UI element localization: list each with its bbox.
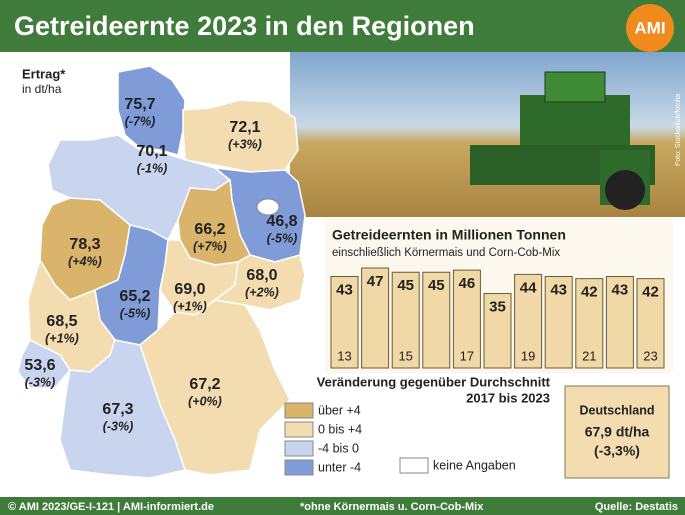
- legend-swatch: [285, 403, 313, 418]
- legend-label: über +4: [318, 403, 361, 417]
- footer-source: Quelle: Destatis: [595, 501, 678, 513]
- summary-change: (-3,3%): [594, 443, 640, 459]
- value-label: 43: [550, 281, 567, 298]
- legend-swatch: [400, 458, 428, 473]
- region-change: (+0%): [188, 394, 222, 408]
- logo: AMI: [634, 18, 665, 37]
- bar-chart-title: Getreideernten in Millionen Tonnen: [332, 227, 566, 243]
- bar-chart-subtitle: einschließlich Körnermais und Corn-Cob-M…: [332, 247, 560, 259]
- region-yield: 67,3: [102, 401, 133, 418]
- x-tick-label: 17: [460, 348, 474, 363]
- map-unit: in dt/ha: [22, 82, 62, 96]
- region-yield: 78,3: [69, 236, 100, 253]
- value-label: 42: [642, 284, 659, 301]
- region-yield: 68,0: [246, 267, 277, 284]
- region-yield: 46,8: [266, 213, 297, 230]
- region-change: (-5%): [267, 231, 298, 245]
- legend-label: keine Angaben: [433, 458, 516, 472]
- legend-label: -4 bis 0: [318, 441, 359, 455]
- region-change: (+3%): [228, 137, 262, 151]
- region-change: (-3%): [25, 375, 56, 389]
- region-yield: 72,1: [229, 119, 260, 136]
- value-label: 35: [489, 299, 506, 316]
- x-tick-label: 15: [398, 348, 412, 363]
- value-label: 44: [520, 279, 537, 296]
- value-label: 46: [459, 275, 476, 292]
- region-change: (-1%): [137, 161, 168, 175]
- x-tick-label: 21: [582, 348, 596, 363]
- region-yield: 66,2: [194, 221, 225, 238]
- x-tick-label: 13: [337, 348, 351, 363]
- region-change: (+4%): [68, 254, 102, 268]
- page: Foto: Stockwitch/fotolia Getreideernte 2…: [0, 0, 685, 515]
- legend-label: unter -4: [318, 460, 361, 474]
- footer-note: *ohne Körnermais u. Corn-Cob-Mix: [300, 501, 484, 513]
- region-change: (+2%): [245, 285, 279, 299]
- x-tick-label: 19: [521, 348, 535, 363]
- title: Getreideernte 2023 in den Regionen: [14, 11, 475, 41]
- region-yield: 69,0: [174, 281, 205, 298]
- value-label: 43: [612, 281, 629, 298]
- region-yield: 67,2: [189, 376, 220, 393]
- region-change: (-7%): [125, 114, 156, 128]
- value-label: 47: [367, 273, 384, 290]
- value-label: 42: [581, 284, 598, 301]
- region-change: (+1%): [173, 299, 207, 313]
- value-label: 45: [428, 277, 445, 294]
- legend-title: Veränderung gegenüber Durchschnitt: [317, 374, 551, 389]
- value-label: 43: [336, 281, 353, 298]
- legend-label: 0 bis +4: [318, 422, 362, 436]
- infographic: Foto: Stockwitch/fotolia Getreideernte 2…: [0, 0, 685, 515]
- region-change: (+1%): [45, 331, 79, 345]
- footer-copyright: © AMI 2023/GE-I-121 | AMI-informiert.de: [8, 501, 214, 513]
- region-yield: 65,2: [119, 288, 150, 305]
- value-label: 45: [397, 277, 414, 294]
- region-change: (+7%): [193, 239, 227, 253]
- region-yield: 75,7: [124, 96, 155, 113]
- legend-swatch: [285, 422, 313, 437]
- photo-credit: Foto: Stockwitch/fotolia: [675, 94, 682, 166]
- legend-swatch: [285, 460, 313, 475]
- region-change: (-3%): [103, 419, 134, 433]
- summary-title: Deutschland: [579, 403, 654, 417]
- x-tick-label: 23: [643, 348, 657, 363]
- region-yield: 70,1: [136, 143, 167, 160]
- legend-swatch: [285, 441, 313, 456]
- region-yield: 68,5: [46, 313, 77, 330]
- map-title: Ertrag*: [22, 66, 66, 81]
- summary-value: 67,9 dt/ha: [585, 424, 650, 440]
- region-change: (-5%): [120, 306, 151, 320]
- region-yield: 53,6: [24, 357, 55, 374]
- legend-subtitle: 2017 bis 2023: [466, 390, 550, 405]
